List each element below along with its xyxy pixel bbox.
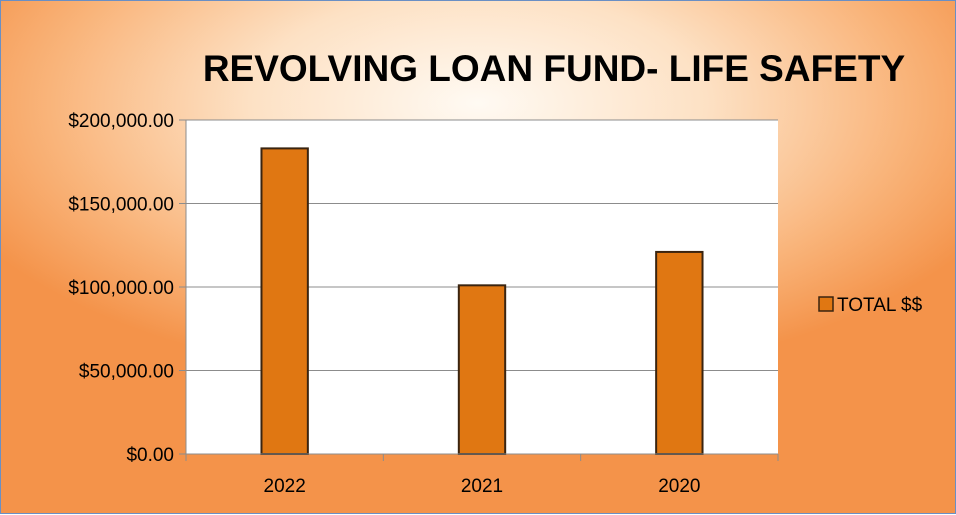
x-tick-label: 2020: [658, 476, 700, 497]
y-tick-label: $0.00: [126, 445, 174, 466]
x-tick-label: 2022: [264, 476, 306, 497]
y-tick-label: $150,000.00: [68, 195, 174, 216]
legend: TOTAL $$: [818, 295, 923, 316]
legend-swatch: [818, 296, 834, 312]
y-tick-label: $50,000.00: [79, 362, 174, 383]
legend-label: TOTAL $$: [837, 295, 923, 316]
y-tick-label: $200,000.00: [68, 111, 174, 132]
x-tick-label: 2021: [461, 476, 503, 497]
axes: $0.00 $50,000.00 $100,000.00 $150,000.00 $20…: [68, 111, 779, 497]
bar: [457, 284, 507, 455]
bar: [655, 250, 704, 455]
y-tick-label: $100,000.00: [68, 278, 174, 299]
bar: [260, 147, 309, 455]
chart-title: REVOLVING LOAN FUND- LIFE SAFETY: [203, 48, 906, 89]
